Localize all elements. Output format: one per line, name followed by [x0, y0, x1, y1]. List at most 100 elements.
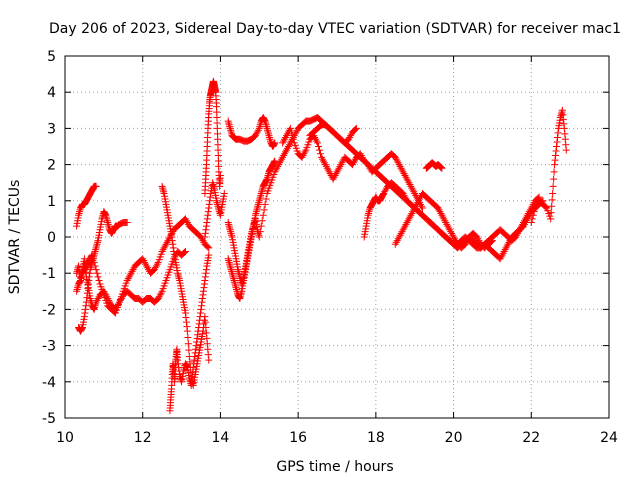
data-point — [89, 255, 97, 263]
data-point — [181, 247, 189, 255]
data-point — [381, 188, 389, 196]
data-point — [258, 217, 266, 225]
data-point — [336, 162, 344, 170]
data-point — [407, 182, 415, 190]
x-tick-label: 16 — [289, 430, 307, 446]
data-point — [441, 217, 449, 225]
data-point — [352, 124, 360, 132]
data-point — [337, 161, 345, 169]
data-point — [316, 146, 324, 154]
data-point — [399, 168, 407, 176]
data-point — [532, 202, 540, 210]
data-point — [512, 233, 520, 241]
series-sat-i — [224, 114, 279, 150]
data-point — [321, 161, 329, 169]
data-point — [443, 220, 451, 228]
data-point — [496, 255, 504, 263]
data-point — [124, 275, 132, 283]
y-tick-label: 3 — [47, 121, 56, 137]
data-point — [409, 186, 417, 194]
data-point — [399, 226, 407, 234]
data-point — [542, 203, 550, 211]
series-sat-h — [201, 179, 228, 241]
data-point — [549, 190, 557, 198]
data-point — [285, 141, 293, 149]
data-point — [271, 139, 279, 147]
data-point — [404, 177, 412, 185]
data-point — [323, 164, 331, 172]
y-tick-label: 5 — [47, 49, 56, 65]
data-point — [92, 266, 100, 274]
data-point — [402, 220, 410, 228]
data-point — [514, 229, 522, 237]
data-point — [334, 166, 342, 174]
data-point — [418, 204, 426, 212]
data-point — [182, 217, 190, 225]
data-point — [395, 233, 403, 241]
data-point — [445, 224, 453, 232]
data-point — [440, 215, 448, 223]
data-point — [503, 242, 511, 250]
y-tick-labels: -5 -4 -3 -2 -1 0 1 2 3 4 5 — [42, 49, 56, 427]
data-point — [527, 219, 535, 227]
data-point — [251, 132, 259, 140]
data-point — [448, 229, 456, 237]
data-point — [502, 244, 510, 252]
x-tick-label: 20 — [445, 430, 463, 446]
data-point — [275, 161, 283, 169]
data-point — [488, 237, 496, 245]
data-point — [404, 217, 412, 225]
data-point — [313, 137, 321, 145]
data-point — [449, 231, 457, 239]
data-point — [271, 168, 279, 176]
data-point — [282, 148, 290, 156]
data-point — [405, 179, 413, 187]
data-point — [161, 242, 169, 250]
data-point — [550, 168, 558, 176]
data-point — [289, 135, 297, 143]
data-point — [435, 206, 443, 214]
data-point — [501, 246, 509, 254]
data-point — [519, 220, 527, 228]
data-point — [129, 266, 137, 274]
chart-title: Day 206 of 2023, Sidereal Day-to-day VTE… — [49, 21, 621, 37]
data-point — [158, 247, 166, 255]
data-point — [156, 291, 164, 299]
data-point — [382, 186, 390, 194]
data-point — [204, 243, 212, 251]
data-point — [400, 224, 408, 232]
data-point — [392, 155, 400, 163]
data-point — [276, 159, 284, 167]
data-point — [128, 267, 136, 275]
data-point — [515, 228, 523, 236]
data-point — [272, 166, 280, 174]
series-sat-f — [166, 251, 213, 415]
data-point — [127, 269, 135, 277]
data-point — [123, 219, 131, 227]
data-point — [139, 255, 147, 263]
x-tick-labels: 10 12 14 16 18 20 22 24 — [56, 430, 618, 446]
data-point — [462, 238, 470, 246]
data-point — [278, 155, 286, 163]
data-point — [157, 289, 165, 297]
data-point — [402, 173, 410, 181]
data-point — [311, 133, 319, 141]
data-point — [277, 157, 285, 165]
data-point — [220, 190, 228, 198]
data-point — [437, 209, 445, 217]
data-point — [442, 219, 450, 227]
x-tick-label: 24 — [600, 430, 618, 446]
data-point — [397, 164, 405, 172]
data-point — [288, 132, 296, 140]
data-point — [562, 146, 570, 154]
data-point — [280, 152, 288, 160]
data-point — [283, 144, 291, 152]
y-tick-label: -1 — [42, 266, 56, 282]
data-point — [282, 133, 290, 141]
data-point — [150, 266, 158, 274]
data-point — [444, 222, 452, 230]
x-tick-label: 18 — [367, 430, 385, 446]
series-sat-o — [391, 190, 496, 252]
data-point — [416, 195, 424, 203]
